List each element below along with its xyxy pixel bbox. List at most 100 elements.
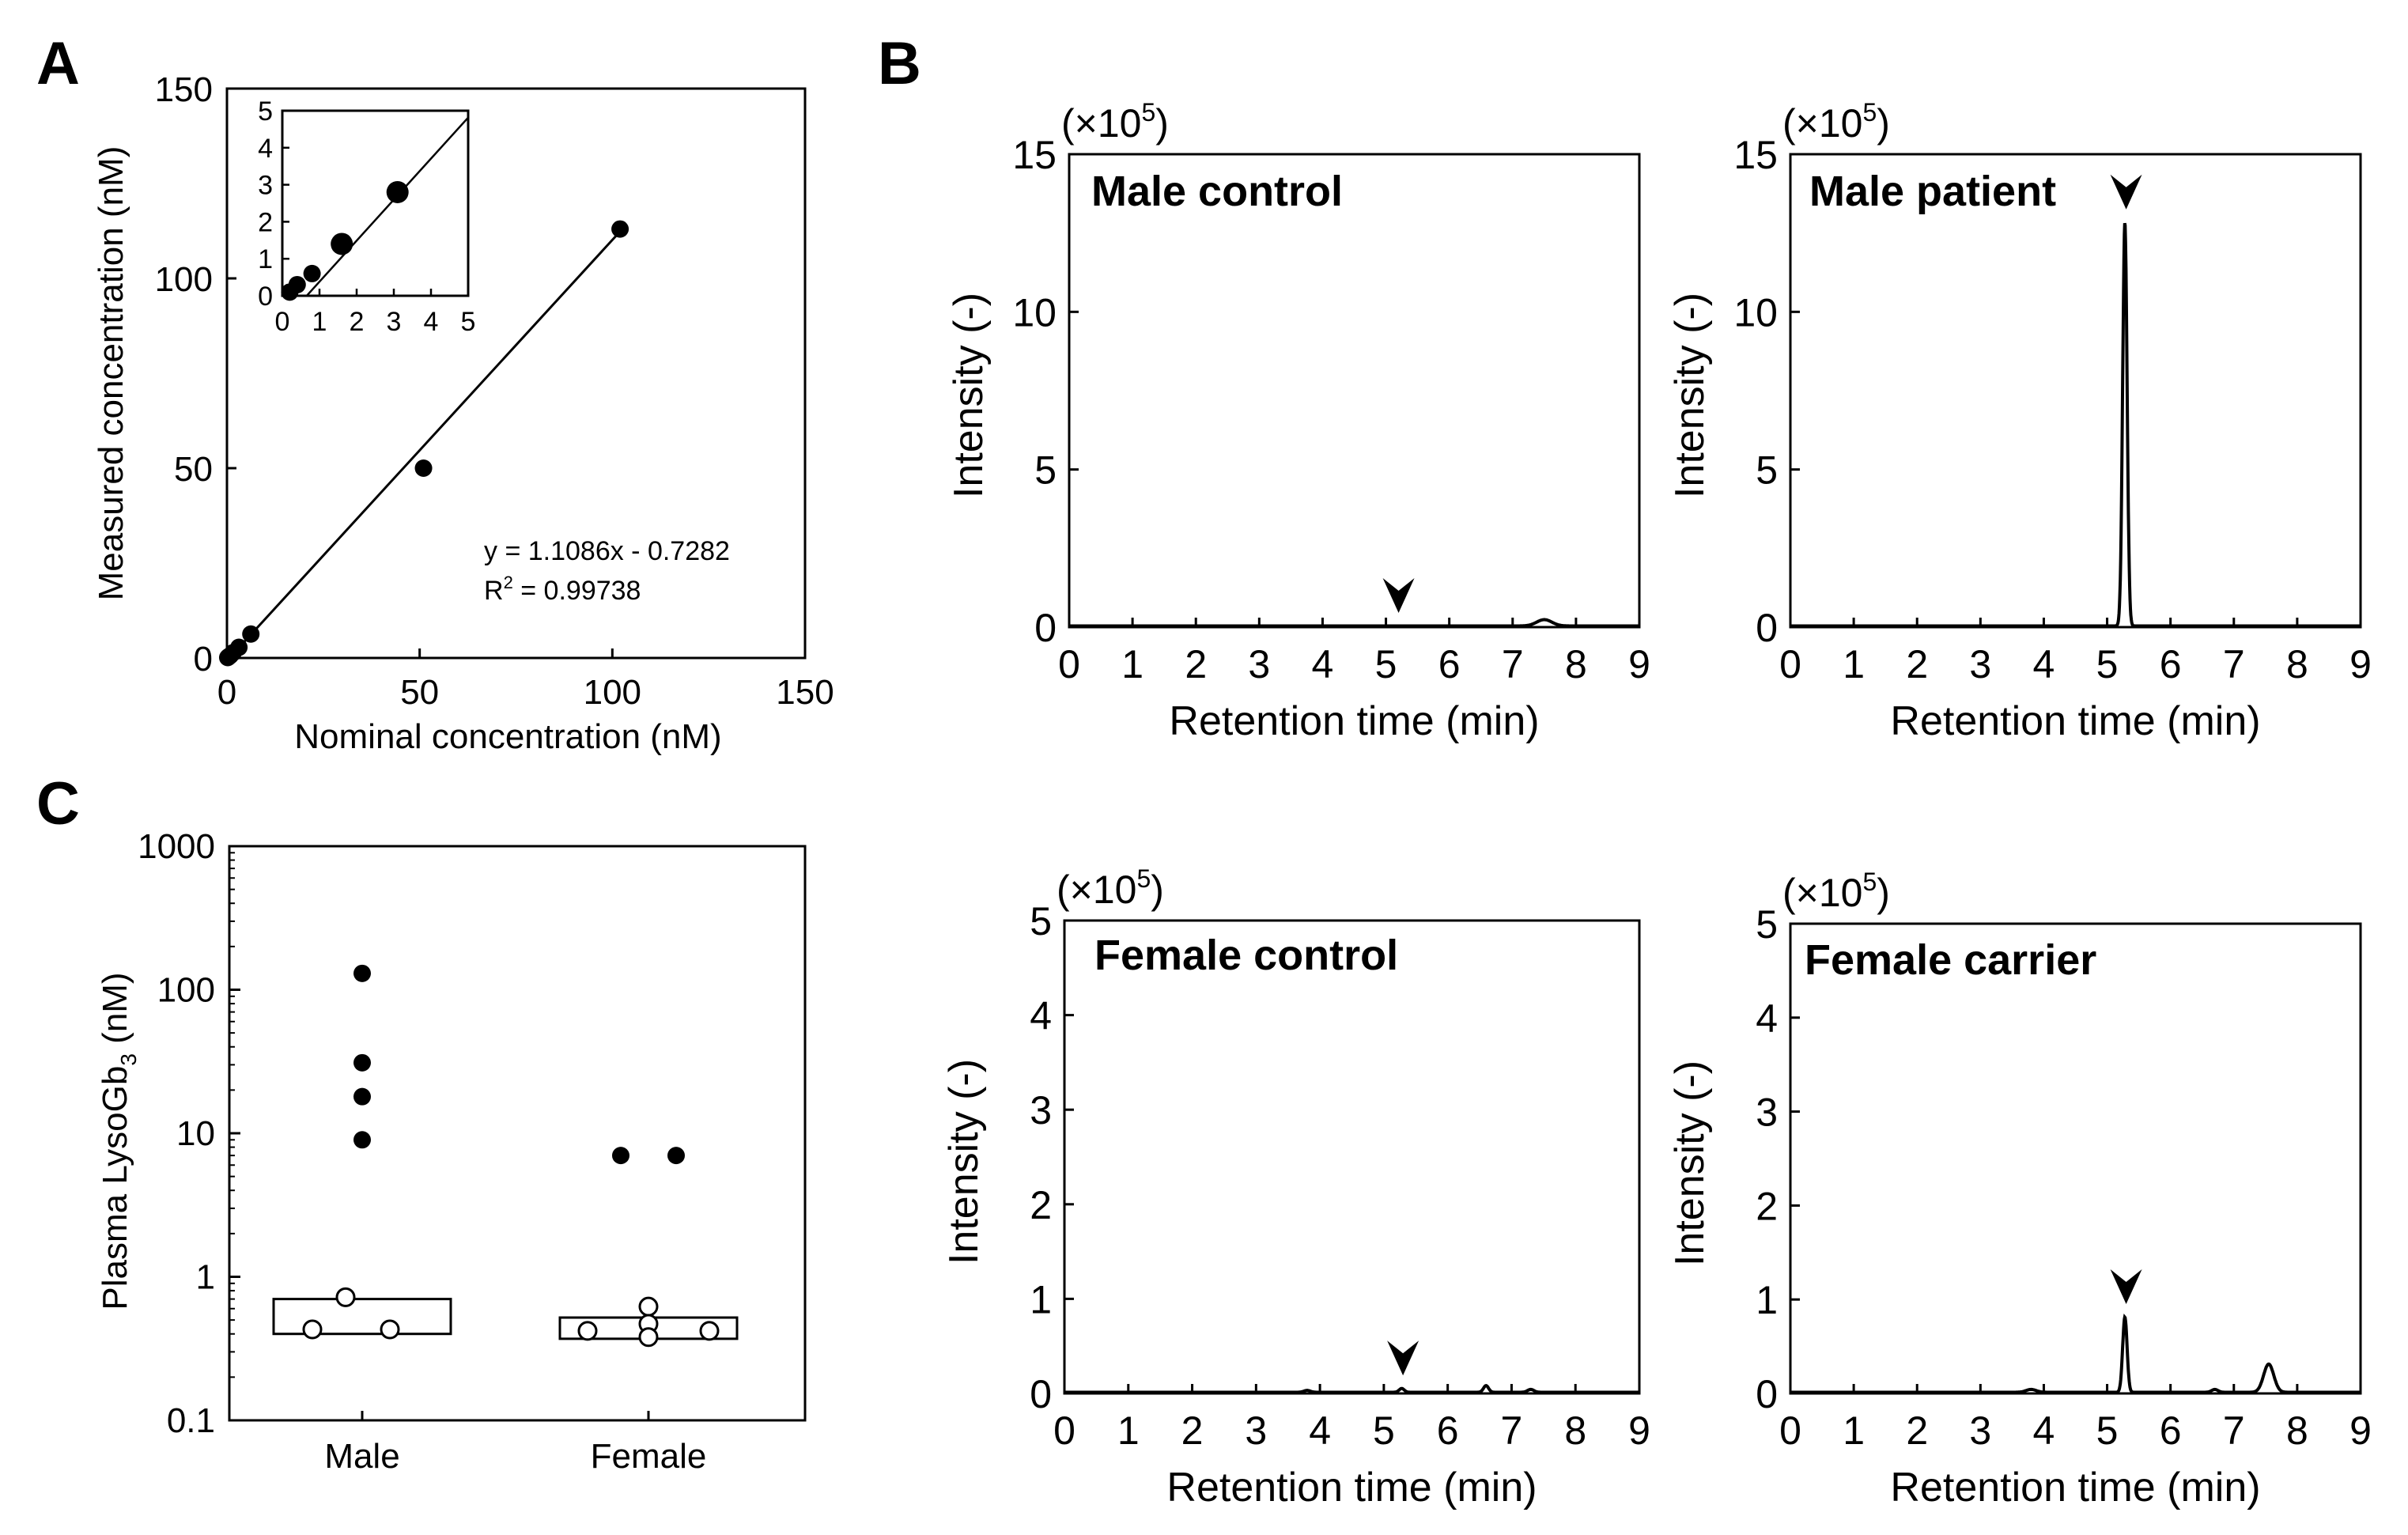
control-point — [302, 1319, 323, 1340]
sample-title: Female carrier — [1805, 936, 2096, 984]
patient-point — [667, 1147, 685, 1165]
x-tick-label: 0 — [1058, 642, 1080, 686]
y-tick-label: 0 — [194, 640, 213, 679]
data-point — [611, 220, 629, 238]
inset-x-tick-label: 1 — [312, 307, 327, 337]
x-tick-label: 8 — [2286, 1408, 2308, 1453]
patient-point — [353, 1053, 371, 1072]
inset-x-tick-label: 0 — [275, 307, 290, 337]
x-tick-label: 7 — [2223, 642, 2245, 686]
y-axis-label: Plasma LysoGb3 (nM) — [96, 972, 141, 1310]
x-tick-label: 7 — [1501, 1408, 1523, 1453]
panel-label-c: C — [36, 770, 80, 837]
control-point — [638, 1296, 659, 1317]
y-tick-label: 3 — [1030, 1088, 1052, 1132]
x-tick-label: 8 — [2286, 642, 2308, 686]
intensity-scale-label: (×105) — [1782, 868, 1890, 915]
panel-label-b: B — [878, 30, 921, 97]
x-tick-label: 1 — [1121, 642, 1144, 686]
x-tick-label: 2 — [1906, 1408, 1928, 1453]
x-tick-label: 3 — [1248, 642, 1270, 686]
control-point — [638, 1327, 659, 1348]
x-tick-label: 5 — [1373, 1408, 1395, 1453]
x-tick-label: 0 — [217, 673, 236, 712]
x-axis-label: Retention time (min) — [1166, 1465, 1537, 1510]
x-tick-label: 100 — [584, 673, 641, 712]
inset-x-tick-label: 4 — [424, 307, 439, 337]
sample-title: Male patient — [1809, 168, 2056, 215]
x-tick-label: 5 — [2096, 642, 2119, 686]
inset-y-tick-label: 0 — [258, 282, 273, 312]
x-tick-label: 1 — [1843, 1408, 1865, 1453]
intensity-scale-label: (×105) — [1782, 98, 1890, 146]
x-tick-label: 50 — [400, 673, 439, 712]
data-point — [230, 638, 248, 656]
plot-frame — [1063, 919, 1641, 1395]
chromatogram-trace — [1790, 1314, 2361, 1394]
inset-fit-line — [306, 116, 469, 297]
inset-y-tick-label: 3 — [258, 171, 273, 201]
x-tick-label: 8 — [1564, 1408, 1586, 1453]
control-point — [577, 1321, 598, 1341]
chromatogram-trace — [1790, 222, 2361, 628]
y-tick-label: 100 — [157, 971, 215, 1010]
x-tick-label: 2 — [1906, 642, 1928, 686]
y-tick-label: 0 — [1034, 606, 1057, 650]
chromatogram-trace — [1069, 618, 1639, 628]
peak-arrow-marker — [1387, 1340, 1419, 1376]
y-axis-label: Intensity (-) — [1667, 1061, 1713, 1266]
inset-y-tick-label: 5 — [258, 96, 273, 127]
y-tick-label: 50 — [174, 450, 213, 489]
x-tick-label: 7 — [2223, 1408, 2245, 1453]
intensity-scale-label: (×105) — [1057, 864, 1164, 912]
peak-arrow-marker — [2110, 174, 2142, 210]
plot-frame — [1068, 153, 1641, 629]
control-point — [335, 1287, 356, 1307]
x-axis-label: Retention time (min) — [1890, 1465, 2260, 1510]
x-tick-label: 4 — [1309, 1408, 1331, 1453]
patient-point — [353, 964, 371, 982]
inset-x-tick-label: 3 — [387, 307, 402, 337]
x-category-label: Male — [324, 1437, 399, 1476]
inset-data-point — [386, 180, 409, 203]
y-tick-label: 15 — [1733, 133, 1778, 177]
x-axis-label: Retention time (min) — [1890, 698, 2260, 744]
x-tick-label: 2 — [1181, 1408, 1204, 1453]
x-tick-label: 9 — [2349, 1408, 2372, 1453]
inset-x-tick-label: 2 — [350, 307, 365, 337]
y-tick-label: 10 — [176, 1114, 215, 1153]
x-tick-label: 7 — [1502, 642, 1524, 686]
y-tick-label: 1 — [196, 1258, 215, 1297]
y-tick-label: 5 — [1756, 902, 1778, 947]
inset-x-tick-label: 5 — [461, 307, 476, 337]
x-tick-label: 8 — [1565, 642, 1587, 686]
inset-data-point — [288, 275, 306, 293]
plot-frame — [225, 87, 807, 660]
inset-y-tick-label: 1 — [258, 244, 273, 274]
x-tick-label: 4 — [2033, 1408, 2055, 1453]
y-tick-label: 0 — [1030, 1372, 1052, 1416]
inset-data-point — [303, 264, 321, 282]
x-tick-label: 9 — [1628, 1408, 1650, 1453]
y-tick-label: 2 — [1756, 1184, 1778, 1228]
sample-title: Female control — [1094, 932, 1398, 979]
inset-frame — [281, 109, 470, 297]
y-tick-label: 1000 — [138, 827, 215, 866]
x-tick-label: 3 — [1245, 1408, 1267, 1453]
intensity-scale-label: (×105) — [1061, 98, 1169, 146]
x-tick-label: 6 — [1438, 642, 1461, 686]
fit-line — [229, 230, 622, 659]
y-tick-label: 100 — [155, 260, 213, 299]
y-tick-label: 5 — [1756, 448, 1778, 493]
panel-c-plasma-lysogb3: 0.1 1 10 100 1000 Male Female Plasma LysoGb3 (n… — [96, 827, 807, 1476]
x-axis-label: Nominal concentration (nM) — [294, 717, 721, 756]
y-tick-label: 3 — [1756, 1091, 1778, 1135]
r-squared: R2 = 0.99738 — [484, 573, 641, 606]
inset-data-point — [331, 233, 353, 255]
y-tick-label: 10 — [1733, 290, 1778, 335]
